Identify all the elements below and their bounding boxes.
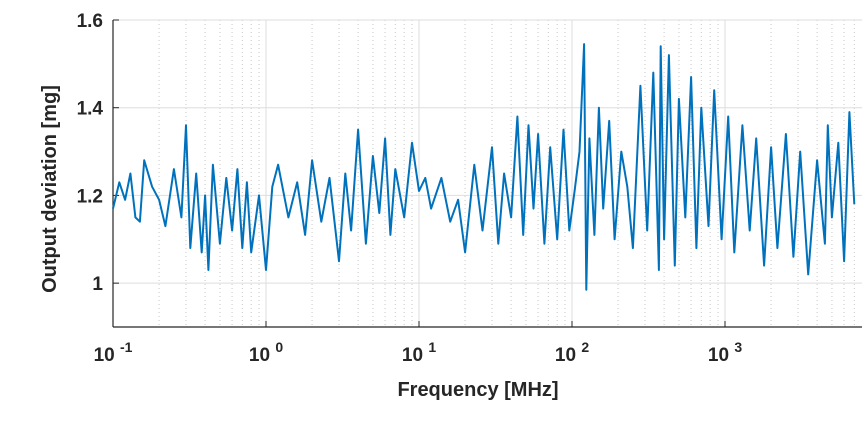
y-tick-label: 1.2 <box>77 186 103 207</box>
axes <box>112 19 862 328</box>
data-series <box>112 43 856 291</box>
series-line <box>112 43 856 291</box>
x-axis-label: Frequency [MHz] <box>397 379 558 401</box>
y-tick-label: 1 <box>92 274 103 295</box>
x-tick-label: 10 0 <box>249 339 283 366</box>
x-tick-label: 10 -1 <box>94 339 133 366</box>
x-tick-label: 10 1 <box>402 339 436 366</box>
x-tick-labels: 10 -1 10 0 10 1 10 2 10 3 <box>94 339 743 366</box>
x-tick-label: 10 3 <box>708 339 742 366</box>
y-axis-label: Output deviation [mg] <box>39 85 61 293</box>
y-tick-label: 1.4 <box>77 99 104 120</box>
y-tick-labels: 1 1.2 1.4 1.6 <box>77 11 104 295</box>
grid-lines <box>112 19 862 327</box>
y-tick-label: 1.6 <box>77 11 103 32</box>
x-tick-label: 10 2 <box>555 339 589 366</box>
